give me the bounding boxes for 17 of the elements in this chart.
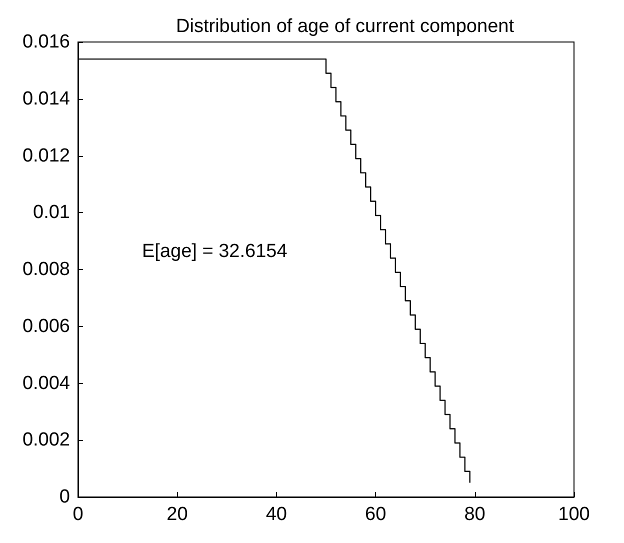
- y-tick-label: 0.014: [22, 88, 70, 110]
- x-tick-label: 100: [558, 504, 590, 525]
- x-tick-label: 60: [365, 504, 386, 525]
- x-tick-label: 40: [266, 504, 287, 525]
- y-tick-label: 0.002: [22, 430, 70, 451]
- annotation: E[age] = 32.6154: [142, 241, 288, 262]
- y-tick-label: 0.012: [22, 145, 70, 166]
- y-tick-label: 0.016: [22, 32, 70, 52]
- y-tick-label: 0.01: [33, 202, 70, 224]
- x-tick-label: 20: [166, 504, 188, 525]
- y-tick-label: 0.006: [22, 316, 70, 337]
- x-tick-label: 80: [464, 504, 486, 525]
- y-tick-label: 0.004: [22, 372, 70, 394]
- x-tick-label: 0: [72, 504, 84, 525]
- y-tick-label: 0: [59, 486, 70, 508]
- chart-title: Distribution of age of current component: [176, 16, 515, 37]
- y-tick-label: 0.008: [22, 259, 70, 280]
